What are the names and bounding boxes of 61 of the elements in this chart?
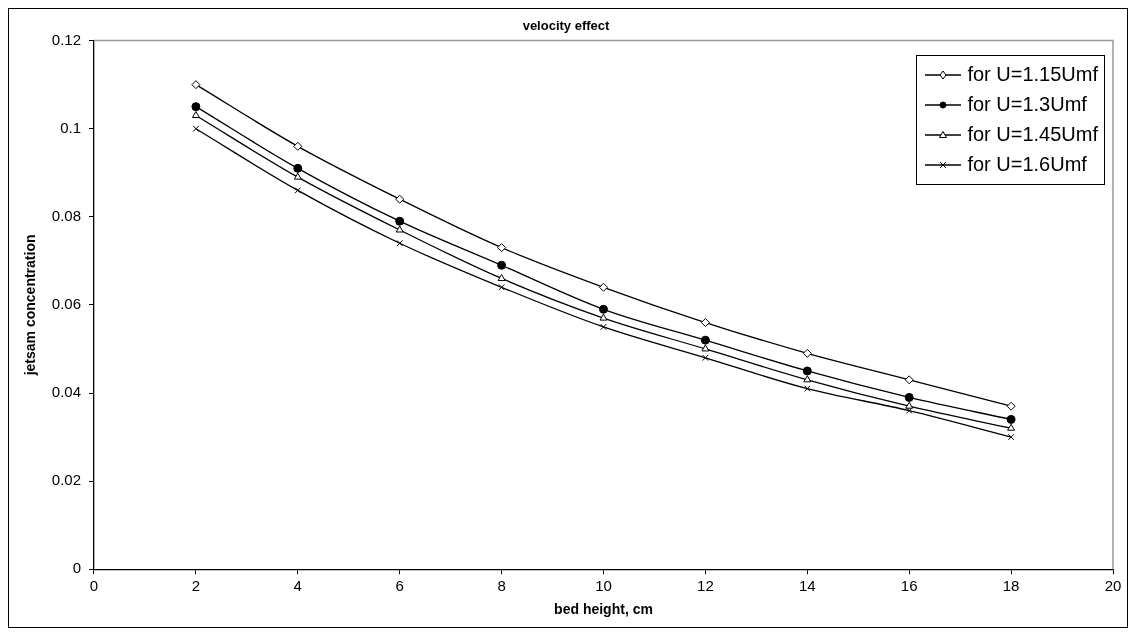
point xyxy=(1006,401,1016,411)
x-tick-label: 0 xyxy=(89,577,99,595)
x-tick-label: 14 xyxy=(798,577,816,595)
point xyxy=(1007,433,1015,441)
point xyxy=(395,225,404,233)
point xyxy=(497,243,507,253)
point xyxy=(396,239,404,247)
point xyxy=(803,385,811,392)
x-tick-label: 20 xyxy=(1104,577,1122,595)
legend-label: for U=1.15Umf xyxy=(967,63,1098,87)
point xyxy=(905,407,913,414)
point xyxy=(700,318,710,328)
point xyxy=(395,194,405,204)
point xyxy=(905,401,914,409)
x-tick-label: 2 xyxy=(191,577,201,595)
x-axis-title: bed height, cm xyxy=(554,601,653,618)
point xyxy=(1007,423,1016,431)
x-tick-label: 12 xyxy=(697,577,714,595)
legend-label: for U=1.6Umf xyxy=(967,153,1087,177)
point xyxy=(701,344,710,352)
point xyxy=(497,273,506,281)
y-axis-title: jetsam concentration xyxy=(22,234,39,377)
legend-label: for U=1.45Umf xyxy=(967,123,1098,147)
point xyxy=(293,172,302,180)
y-tick-label: 0.1 xyxy=(60,118,81,136)
x-tick-label: 16 xyxy=(900,577,918,595)
point xyxy=(1006,414,1016,424)
y-tick-label: 0.04 xyxy=(51,383,81,401)
point xyxy=(293,163,303,173)
point xyxy=(803,375,812,383)
x-tick-label: 10 xyxy=(595,577,612,595)
point xyxy=(293,141,303,151)
y-tick-label: 0.08 xyxy=(51,206,81,224)
point xyxy=(904,375,914,385)
y-tick-label: 0.12 xyxy=(51,30,81,48)
point xyxy=(395,216,405,226)
point xyxy=(599,304,608,314)
point xyxy=(294,187,302,194)
point xyxy=(599,282,608,292)
point xyxy=(600,323,607,331)
point xyxy=(599,313,608,321)
y-tick-label: 0.06 xyxy=(51,295,81,313)
point xyxy=(802,366,812,376)
x-tick-label: 6 xyxy=(395,577,404,595)
x-tick-label: 4 xyxy=(293,577,302,595)
point xyxy=(191,110,200,118)
point xyxy=(802,348,812,358)
point xyxy=(700,335,710,345)
chart-title: velocity effect xyxy=(522,18,611,34)
y-tick-label: 0.02 xyxy=(51,471,81,489)
legend-label: for U=1.3Umf xyxy=(967,93,1087,117)
point xyxy=(191,102,201,112)
point xyxy=(192,125,200,133)
point xyxy=(497,260,507,270)
x-tick-label: 8 xyxy=(497,577,506,595)
point xyxy=(498,283,505,291)
point xyxy=(702,354,709,362)
y-tick-label: 0 xyxy=(72,559,81,577)
x-tick-label: 18 xyxy=(1002,577,1020,595)
point xyxy=(191,80,201,90)
point xyxy=(904,392,914,402)
